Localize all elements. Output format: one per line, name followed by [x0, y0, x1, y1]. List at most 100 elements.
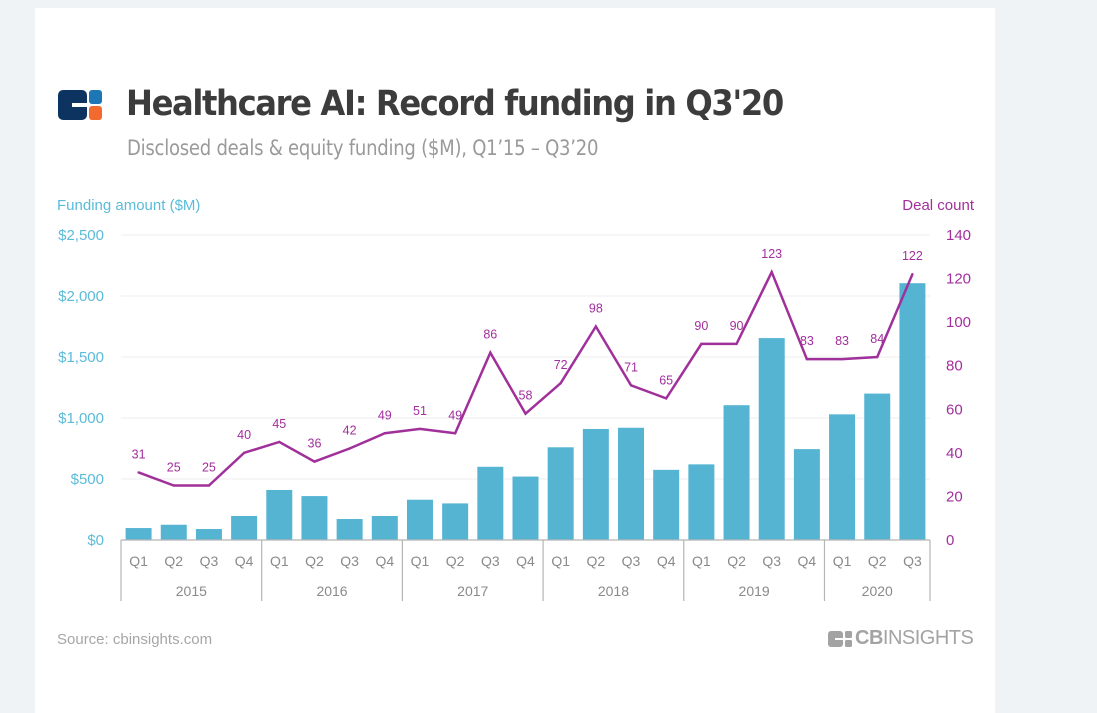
deal-count-point — [172, 484, 175, 487]
data-label: 45 — [272, 417, 286, 431]
data-label: 31 — [132, 447, 146, 461]
bar — [653, 469, 680, 540]
x-tick-label: Q3 — [762, 553, 781, 569]
data-label: 40 — [237, 428, 251, 442]
deal-count-point — [559, 381, 562, 385]
y2-tick-label: 60 — [946, 401, 963, 418]
y2-tick-label: 100 — [946, 314, 971, 331]
chart-card — [35, 8, 995, 713]
x-tick-label: Q3 — [481, 553, 500, 569]
deal-count-point — [383, 432, 387, 435]
y2-tick-label: 40 — [946, 445, 963, 462]
deal-count-point — [348, 447, 351, 450]
bar — [160, 524, 187, 540]
bar — [442, 503, 469, 540]
deal-count-point — [876, 355, 879, 359]
cb-insights-logo-icon — [58, 90, 102, 120]
year-label: 2018 — [598, 583, 629, 599]
y2-tick-label: 140 — [946, 227, 971, 244]
bar — [195, 529, 222, 540]
bar — [618, 427, 645, 540]
x-tick-label: Q1 — [692, 553, 711, 569]
y-tick-label: $2,500 — [58, 227, 104, 244]
x-tick-label: Q4 — [516, 553, 535, 569]
y2-tick-label: 20 — [946, 488, 963, 505]
x-tick-label: Q2 — [305, 553, 324, 569]
y-tick-label: $2,000 — [58, 288, 104, 305]
y2-tick-label: 80 — [946, 358, 963, 375]
deal-count-point — [137, 471, 140, 474]
bar — [899, 283, 926, 540]
bar — [266, 489, 293, 540]
bar — [582, 428, 609, 540]
chart-title: Healthcare AI: Record funding in Q3'20 — [126, 84, 784, 124]
y-tick-label: $1,000 — [58, 410, 104, 427]
y2-tick-label: 0 — [946, 532, 954, 549]
data-label: 90 — [694, 319, 708, 333]
deal-count-point — [805, 357, 809, 361]
x-tick-label: Q1 — [411, 553, 430, 569]
x-tick-label: Q2 — [587, 553, 606, 569]
y-axis-title: Funding amount ($M) — [57, 197, 200, 214]
x-tick-label: Q2 — [446, 553, 465, 569]
deal-count-point — [629, 384, 633, 387]
x-tick-label: Q1 — [833, 553, 852, 569]
x-tick-label: Q4 — [235, 553, 254, 569]
y-tick-label: $500 — [71, 471, 104, 488]
cb-insights-brand-icon — [828, 630, 852, 647]
x-tick-label: Q4 — [798, 553, 817, 569]
brand-bold: CB — [855, 627, 883, 649]
data-label: 90 — [730, 319, 744, 333]
year-label: 2020 — [862, 583, 893, 599]
x-tick-label: Q1 — [270, 553, 289, 569]
data-label: 36 — [308, 437, 322, 451]
deal-count-point — [242, 451, 246, 455]
x-tick-label: Q4 — [657, 553, 676, 569]
data-label: 86 — [483, 328, 497, 342]
bar — [231, 515, 258, 540]
data-label: 25 — [167, 461, 181, 475]
year-label: 2017 — [457, 583, 488, 599]
bar — [829, 414, 856, 540]
x-tick-label: Q3 — [903, 553, 922, 569]
deal-count-point — [840, 357, 844, 361]
data-label: 84 — [870, 332, 884, 346]
bar — [723, 405, 750, 540]
data-label: 83 — [800, 334, 814, 348]
bar — [406, 499, 433, 540]
y2-tick-label: 120 — [946, 271, 971, 288]
deal-count-point — [664, 397, 668, 400]
data-label: 51 — [413, 404, 427, 418]
bar — [512, 476, 539, 540]
data-label: 58 — [519, 389, 533, 403]
data-label: 122 — [902, 249, 923, 263]
x-tick-label: Q1 — [129, 553, 148, 569]
x-tick-label: Q1 — [551, 553, 570, 569]
data-label: 123 — [761, 247, 782, 261]
brand-light: INSIGHTS — [882, 627, 974, 649]
deal-count-point — [594, 325, 598, 328]
deal-count-point — [700, 342, 703, 346]
deal-count-point — [770, 270, 773, 274]
deal-count-point — [207, 484, 211, 487]
x-tick-label: Q2 — [727, 553, 746, 569]
bar — [301, 496, 328, 540]
bar — [758, 338, 785, 540]
deal-count-point — [313, 460, 316, 463]
chart-subtitle: Disclosed deals & equity funding ($M), Q… — [127, 136, 599, 160]
data-label: 98 — [589, 302, 603, 316]
data-label: 42 — [343, 424, 357, 438]
deal-count-point — [489, 351, 492, 354]
y-tick-label: $1,500 — [58, 349, 104, 366]
data-label: 83 — [835, 334, 849, 348]
data-label: 71 — [624, 360, 638, 374]
bar — [371, 515, 398, 540]
data-label: 49 — [448, 408, 462, 422]
bar — [793, 449, 820, 540]
data-label: 49 — [378, 408, 392, 422]
year-label: 2015 — [176, 583, 207, 599]
deal-count-point — [735, 342, 738, 346]
cb-insights-brand: CBINSIGHTS — [828, 627, 974, 650]
x-tick-label: Q3 — [200, 553, 219, 569]
